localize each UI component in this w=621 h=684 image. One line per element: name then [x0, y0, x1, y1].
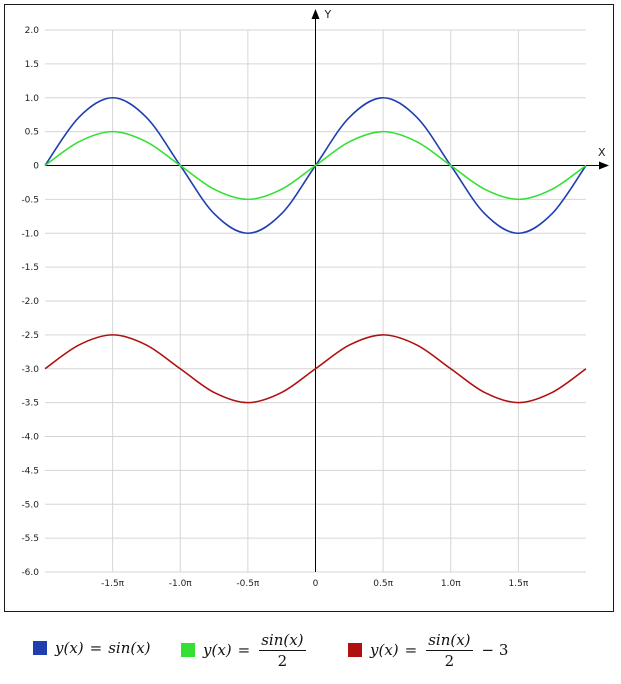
legend-fraction: sin(x) 2	[259, 630, 306, 670]
y-tick-label: 0.5	[25, 128, 39, 138]
x-tick-label: 0.5π	[373, 579, 393, 589]
legend-fraction: sin(x) 2	[426, 630, 473, 670]
y-tick-label: -4.5	[21, 466, 39, 476]
y-tick-label: -3.5	[21, 399, 39, 409]
y-axis-arrow	[311, 9, 320, 19]
legend-func: sin(x)	[108, 639, 151, 657]
x-tick-label: 1.0π	[441, 579, 461, 589]
x-tick-label: 1.5π	[509, 579, 529, 589]
legend-eq: =	[404, 641, 418, 659]
x-tick-label: -1.5π	[101, 579, 125, 589]
legend-formula-shifted: y(x) = sin(x) 2 − 3	[370, 631, 514, 670]
legend-item-sin: y(x) = sin(x)	[33, 628, 151, 668]
legend: y(x) = sin(x) y(x) = sin(x) 2 y(x) = sin…	[0, 622, 621, 684]
legend-swatch-sin	[33, 641, 47, 655]
x-axis-arrow	[599, 161, 609, 170]
legend-tail: − 3	[481, 641, 509, 659]
y-tick-label: 1.0	[25, 94, 40, 104]
y-tick-label: -6.0	[21, 568, 39, 578]
y-tick-label: -4.0	[21, 433, 39, 443]
legend-swatch-half-sin	[181, 643, 195, 657]
chart-plot: XY 2.01.51.00.50-0.5-1.0-1.5-2.0-2.5-3.0…	[21, 8, 609, 589]
legend-swatch-shifted	[348, 643, 362, 657]
y-tick-label: 2.0	[25, 26, 40, 36]
y-tick-label: -1.5	[21, 263, 39, 273]
legend-denominator: 2	[277, 651, 288, 670]
y-tick-label: -5.5	[21, 534, 39, 544]
legend-item-half-sin: y(x) = sin(x) 2	[181, 630, 309, 670]
y-tick-label: 0	[33, 162, 39, 172]
legend-lhs: y(x)	[370, 641, 399, 659]
legend-eq: =	[89, 639, 103, 657]
x-tick-label: 0	[313, 579, 319, 589]
legend-lhs: y(x)	[55, 639, 84, 657]
legend-numerator: sin(x)	[259, 630, 306, 651]
y-tick-label: -3.0	[21, 365, 39, 375]
legend-formula-sin: y(x) = sin(x)	[55, 639, 151, 657]
x-tick-label: -1.0π	[169, 579, 193, 589]
series-lines	[44, 96, 587, 404]
legend-formula-half-sin: y(x) = sin(x) 2	[203, 631, 309, 670]
y-tick-label: 1.5	[25, 60, 39, 70]
x-axis-label: X	[598, 146, 606, 159]
legend-eq: =	[237, 641, 251, 659]
y-tick-label: -5.0	[21, 500, 39, 510]
chart-frame	[4, 4, 614, 612]
y-tick-label: -2.5	[21, 331, 39, 341]
legend-lhs: y(x)	[203, 641, 232, 659]
axes: XY	[45, 8, 609, 572]
x-tick-label: -0.5π	[236, 579, 260, 589]
legend-denominator: 2	[444, 651, 455, 670]
tick-labels: 2.0 1.5 1.0 0.5 0 -0.5 -1.0 -1.5 -2.0 -2.5 -3.0 -3.…	[21, 26, 528, 589]
legend-numerator: sin(x)	[426, 630, 473, 651]
y-tick-label: -1.0	[21, 229, 39, 239]
y-axis-label: Y	[324, 8, 332, 21]
y-tick-label: -0.5	[21, 195, 39, 205]
y-tick-label: -2.0	[21, 297, 39, 307]
series-line-2	[44, 334, 587, 404]
series-line-1	[44, 130, 587, 201]
legend-item-shifted: y(x) = sin(x) 2 − 3	[348, 630, 514, 670]
